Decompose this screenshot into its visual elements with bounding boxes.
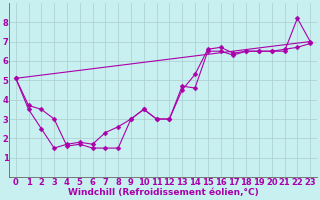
- X-axis label: Windchill (Refroidissement éolien,°C): Windchill (Refroidissement éolien,°C): [68, 188, 258, 197]
